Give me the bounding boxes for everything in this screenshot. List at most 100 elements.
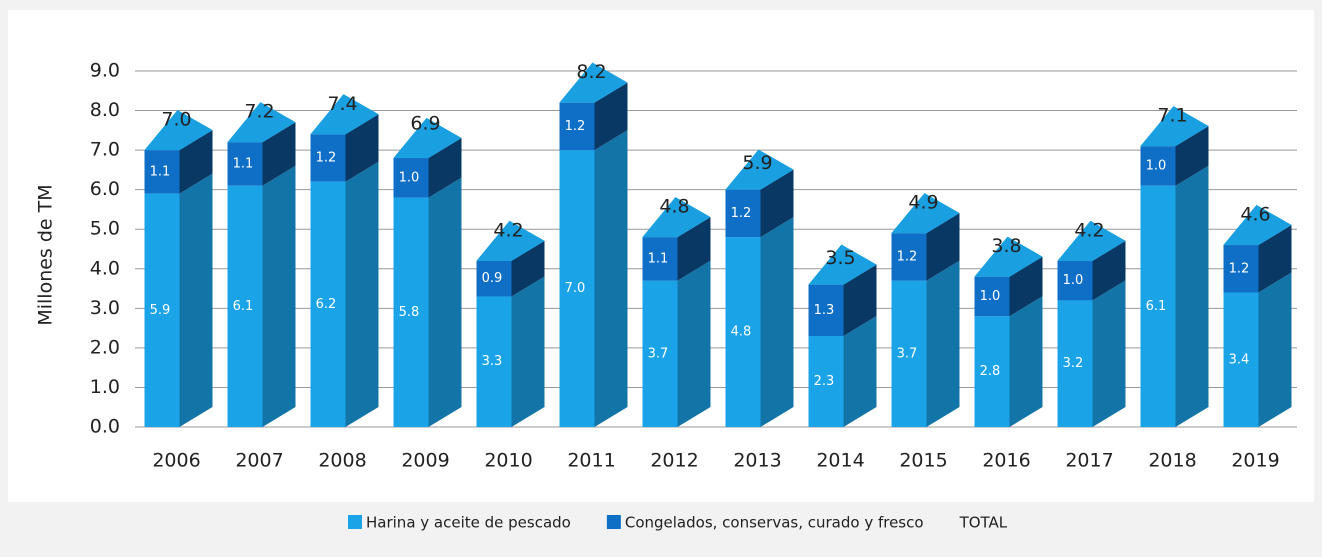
bar-top: [1223, 205, 1292, 246]
data-label: 6.1: [1146, 299, 1167, 314]
data-label: 1.3: [814, 303, 835, 318]
bar-front: [559, 150, 595, 427]
data-label: 1.0: [399, 170, 420, 185]
x-tick-label: 2019: [1231, 450, 1279, 472]
x-tick-label: 2018: [1148, 450, 1196, 472]
data-label: 1.2: [316, 151, 337, 166]
bar-top: [393, 118, 462, 159]
bar-side: [677, 260, 711, 427]
x-tick-label: 2012: [650, 450, 698, 472]
y-tick-label: 2.0: [90, 336, 120, 358]
bar-front: [393, 197, 429, 427]
x-tick-label: 2013: [733, 450, 781, 472]
bar-front: [725, 189, 761, 238]
bar-side: [594, 130, 628, 427]
bar-front: [1140, 146, 1176, 186]
total-label: 7.2: [244, 101, 274, 123]
total-label: 5.9: [742, 152, 772, 174]
bar-front: [891, 280, 927, 427]
bar-side: [926, 260, 960, 427]
bar-side: [1258, 225, 1292, 293]
bar-front: [227, 142, 263, 186]
legend-label: Congelados, conservas, curado y fresco: [625, 514, 924, 532]
bar-side: [1092, 280, 1126, 427]
bar-side: [1175, 126, 1209, 186]
bar-front: [559, 102, 595, 151]
data-label: 7.0: [565, 281, 586, 296]
bar-side: [1175, 165, 1209, 427]
total-label: 6.9: [410, 113, 440, 135]
bar-top: [227, 102, 296, 143]
bar-front: [808, 284, 844, 337]
x-tick-label: 2007: [235, 450, 283, 472]
bar-front: [144, 150, 180, 194]
bar-side: [511, 276, 545, 427]
total-label: 7.4: [327, 93, 357, 115]
bar-side: [345, 161, 379, 427]
bar-top: [642, 197, 711, 238]
bar-side: [843, 264, 877, 337]
x-tick-label: 2006: [152, 450, 200, 472]
total-label: 3.5: [825, 247, 855, 269]
bar-top: [310, 94, 379, 135]
y-tick-label: 4.0: [90, 257, 120, 279]
bar-top: [725, 149, 794, 190]
bar-side: [179, 173, 213, 427]
legend-label: TOTAL: [959, 514, 1008, 532]
bar-front: [144, 193, 180, 427]
bar-front: [642, 237, 678, 281]
bar-front: [1140, 185, 1176, 427]
data-label: 3.3: [482, 354, 503, 369]
bar-front: [642, 280, 678, 427]
bar-side: [677, 217, 711, 281]
x-tick-label: 2008: [318, 450, 366, 472]
bar-front: [974, 316, 1010, 427]
bar-side: [1009, 256, 1043, 317]
data-label: 6.2: [316, 297, 337, 312]
data-label: 1.2: [897, 249, 918, 264]
bar-top: [808, 244, 877, 285]
total-label: 7.1: [1157, 105, 1187, 127]
bar-top: [1057, 220, 1126, 261]
bar-side: [1092, 240, 1126, 301]
data-label: 1.0: [1146, 158, 1167, 173]
x-tick-label: 2017: [1065, 450, 1113, 472]
data-label: 1.1: [648, 251, 669, 266]
bar-side: [262, 165, 296, 427]
data-label: 2.8: [980, 364, 1001, 379]
bar-front: [393, 158, 429, 198]
bar-front: [310, 181, 346, 427]
total-label: 4.8: [659, 196, 689, 218]
x-tick-label: 2011: [567, 450, 615, 472]
bar-top: [974, 236, 1043, 277]
data-label: 3.7: [897, 346, 918, 361]
data-label: 2.3: [814, 374, 835, 389]
bar-side: [926, 213, 960, 281]
bar-side: [428, 177, 462, 427]
y-tick-label: 5.0: [90, 218, 120, 240]
bar-side: [1258, 272, 1292, 427]
bar-side: [760, 169, 794, 238]
bar-front: [1223, 245, 1259, 293]
data-label: 3.2: [1063, 356, 1084, 371]
x-tick-label: 2014: [816, 450, 864, 472]
bar-side: [760, 217, 794, 427]
legend-swatch: [348, 515, 362, 529]
bar-top: [1140, 106, 1209, 147]
legend-label: Harina y aceite de pescado: [366, 514, 571, 532]
y-tick-label: 1.0: [90, 376, 120, 398]
legend-swatch: [606, 515, 621, 529]
data-label: 1.0: [1063, 273, 1084, 288]
data-label: 6.1: [233, 299, 254, 314]
data-label: 1.2: [731, 206, 752, 221]
total-label: 7.0: [161, 109, 191, 131]
y-axis-title: Millones de TM: [35, 184, 57, 325]
bar-side: [594, 82, 628, 151]
bar-front: [1223, 292, 1259, 427]
y-tick-label: 7.0: [90, 139, 120, 161]
bar-top: [144, 110, 213, 151]
bar-front: [974, 276, 1010, 317]
bar-side: [262, 122, 296, 186]
bar-top: [559, 62, 628, 103]
